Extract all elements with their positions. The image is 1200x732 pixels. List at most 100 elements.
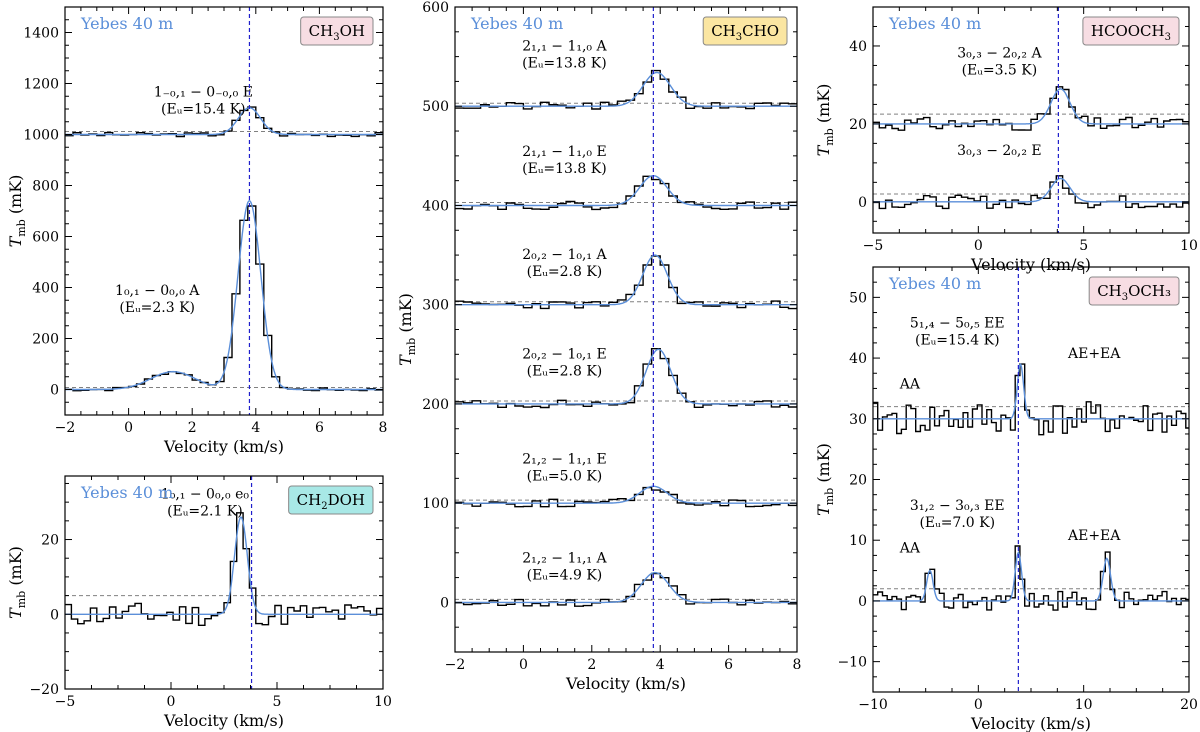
x-axis-label: Velocity (km/s) — [970, 714, 1091, 732]
molecule-tag: HCOOCH3 — [1082, 16, 1180, 46]
transition-label: 1₀,₁ − 0₀,₀ A — [115, 283, 200, 299]
x-tick-label: 8 — [793, 657, 802, 673]
transition-label: (Eᵤ=13.8 K) — [522, 161, 607, 177]
spectrum-histogram-1 — [873, 175, 1189, 210]
y-tick-label: 0 — [858, 594, 867, 610]
transition-label: (Eᵤ=15.4 K) — [161, 101, 246, 117]
y-tick-label: 20 — [849, 117, 867, 133]
transition-label: (Eᵤ=2.1 K) — [167, 503, 243, 519]
gaussian-fit-5 — [455, 571, 797, 604]
x-axis-label: Velocity (km/s) — [163, 711, 284, 730]
gaussian-fit-1 — [455, 174, 797, 207]
y-tick-label: 0 — [858, 195, 867, 211]
transition-label: 2₁,₁ − 1₁,₀ E — [522, 144, 606, 160]
y-axis-label: Tmb (mK) — [814, 443, 836, 516]
x-tick-label: 10 — [374, 694, 392, 710]
y-tick-label: 10 — [849, 533, 867, 549]
y-tick-label: 30 — [849, 412, 867, 428]
transition-label: 2₁,₁ − 1₁,₀ A — [522, 39, 607, 55]
y-axis-label: Tmb (mK) — [6, 546, 28, 619]
y-tick-label: −10 — [837, 655, 867, 671]
y-tick-label: 1200 — [23, 77, 59, 93]
spectrum-histogram-1 — [65, 205, 383, 392]
spectrum-histogram-1 — [455, 175, 797, 211]
telescope-label: Yebes 40 m — [470, 14, 563, 33]
transition-label: 3₁,₂ − 3₀,₃ EE — [910, 498, 1005, 514]
x-tick-label: 0 — [519, 657, 528, 673]
svg-text:CH2DOH: CH2DOH — [297, 491, 365, 512]
x-tick-label: 5 — [273, 694, 282, 710]
x-tick-label: 0 — [974, 238, 983, 254]
gaussian-fit-0 — [65, 516, 383, 615]
x-tick-label: 20 — [1180, 697, 1198, 713]
gaussian-fit-0 — [873, 363, 1189, 420]
transition-label: (Eᵤ=13.8 K) — [522, 56, 607, 72]
x-tick-label: 10 — [1075, 697, 1093, 713]
spectrum-histogram-0 — [455, 69, 797, 110]
spectrum-histogram-0 — [873, 86, 1189, 131]
x-tick-label: −5 — [863, 238, 884, 254]
panel-ch3cho: 2₁,₁ − 1₁,₀ A(Eᵤ=13.8 K)2₁,₁ − 1₁,₀ E(Eᵤ… — [396, 0, 802, 693]
transition-label: (Eᵤ=4.9 K) — [527, 568, 603, 584]
svg-text:CH3CHO: CH3CHO — [711, 22, 779, 43]
annotation-label: AA — [899, 540, 921, 556]
x-tick-label: 2 — [188, 420, 197, 436]
x-tick-label: −2 — [445, 657, 466, 673]
transition-label: 2₁,₂ − 1₁,₁ A — [522, 551, 607, 567]
x-tick-label: 0 — [167, 694, 176, 710]
x-tick-label: 10 — [1180, 238, 1198, 254]
svg-text:HCOOCH3: HCOOCH3 — [1091, 22, 1171, 43]
annotation-label: AE+EA — [1067, 346, 1121, 362]
telescope-label: Yebes 40 m — [888, 274, 981, 293]
spectrum-histogram-3 — [455, 348, 797, 409]
x-axis-label: Velocity (km/s) — [970, 255, 1091, 274]
telescope-label: Yebes 40 m — [80, 14, 173, 33]
gaussian-fit-0 — [873, 88, 1189, 125]
transition-label: 5₁,₄ − 5₀,₅ EE — [910, 316, 1005, 332]
y-tick-label: 20 — [849, 473, 867, 489]
y-tick-label: 1000 — [23, 128, 59, 144]
transition-label: 2₁,₂ − 1₁,₁ E — [522, 451, 606, 467]
x-tick-label: 2 — [587, 657, 596, 673]
gaussian-fit-1 — [65, 199, 383, 391]
plot-area — [65, 512, 383, 626]
plot-area — [873, 363, 1189, 611]
y-tick-label: 20 — [41, 533, 59, 549]
panel-ch3och3: 5₁,₄ − 5₀,₅ EE(Eᵤ=15.4 K) 3₁,₂ − 3₀,₃ EE(… — [814, 266, 1198, 732]
svg-text:CH3OH: CH3OH — [309, 22, 365, 43]
y-tick-label: 0 — [440, 595, 449, 611]
spectrum-histogram-0 — [65, 512, 383, 626]
y-tick-label: 400 — [32, 281, 59, 297]
transition-label: 2₀,₂ − 1₀,₁ E — [522, 346, 606, 362]
x-tick-label: 8 — [379, 420, 388, 436]
y-axis-label: Tmb (mK) — [814, 84, 836, 157]
y-tick-label: 200 — [422, 397, 449, 413]
y-tick-label: 500 — [422, 99, 449, 115]
spectrum-histogram-0 — [873, 363, 1189, 436]
gaussian-fit-1 — [873, 550, 1189, 602]
y-tick-label: 100 — [422, 496, 449, 512]
x-tick-label: 4 — [251, 420, 260, 436]
y-tick-label: 200 — [32, 332, 59, 348]
gaussian-fit-1 — [873, 177, 1189, 203]
x-tick-label: 0 — [124, 420, 133, 436]
spectrum-histogram-1 — [873, 545, 1189, 611]
x-tick-label: −5 — [55, 694, 76, 710]
molecule-tag: CH3OCH₃ — [1088, 276, 1180, 306]
x-tick-label: 4 — [656, 657, 665, 673]
x-tick-label: 5 — [1079, 238, 1088, 254]
annotation-label: AE+EA — [1067, 528, 1121, 544]
plot-area — [65, 106, 383, 392]
transition-label: 1₀,₁ − 0₀,₀ e₀ — [161, 486, 250, 502]
y-tick-label: 40 — [849, 39, 867, 55]
gaussian-fit-0 — [65, 106, 383, 136]
x-axis-label: Velocity (km/s) — [163, 437, 284, 456]
y-tick-label: 300 — [422, 298, 449, 314]
transition-label: 3₀,₃ − 2₀,₂ A — [957, 46, 1042, 62]
x-tick-label: 6 — [315, 420, 324, 436]
spectrum-histogram-5 — [455, 572, 797, 607]
axes-frame — [64, 6, 384, 416]
transition-label: (Eᵤ=5.0 K) — [527, 468, 603, 484]
panel-hcooch3: 3₀,₃ − 2₀,₂ A(Eᵤ=3.5 K) 3₀,₃ − 2₀,₂ E −5 0 5… — [814, 6, 1198, 274]
